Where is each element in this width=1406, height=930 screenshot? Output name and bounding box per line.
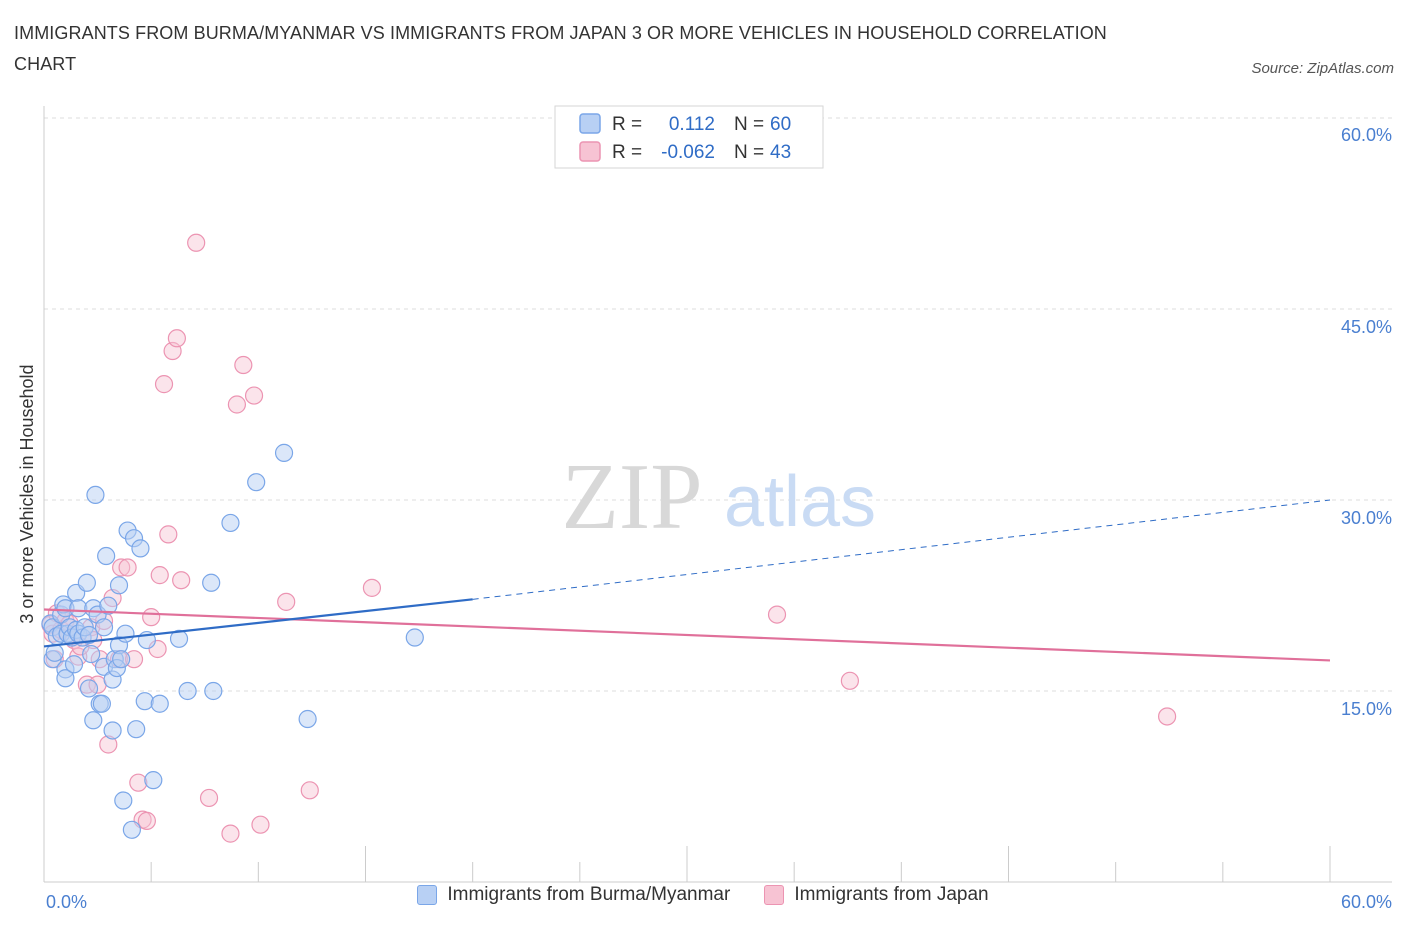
data-point-japan [199, 788, 219, 808]
data-point-japan [154, 375, 174, 394]
stats-r-label: R = [612, 142, 642, 163]
data-point-japan [362, 578, 382, 597]
legend-label-japan: Immigrants from Japan [794, 884, 989, 905]
x-tick-label-max: 60.0% [1341, 892, 1392, 912]
data-point-burma [56, 669, 75, 688]
data-point-burma [221, 513, 240, 533]
data-point-burma [127, 720, 146, 739]
stats-r-value: 0.112 [669, 114, 715, 135]
data-point-burma [64, 655, 84, 674]
data-point-japan [277, 592, 296, 611]
data-point-japan [112, 558, 131, 577]
data-point-burma [79, 679, 99, 698]
legend-label-burma: Immigrants from Burma/Myanmar [447, 884, 731, 905]
data-point-burma [202, 573, 221, 592]
trend-lines [43, 499, 1331, 662]
data-point-japan [150, 566, 169, 585]
legend-swatch-burma [417, 885, 438, 905]
series-burma-points [41, 443, 424, 839]
legend-item-burma[interactable]: Immigrants from Burma/Myanmar [417, 884, 730, 906]
data-point-burma [150, 694, 169, 713]
trend-line-japan [43, 608, 1331, 662]
stats-n-value: 43 [770, 142, 791, 163]
grid-lines [44, 117, 1392, 692]
trend-line-burma [43, 598, 473, 648]
data-point-japan [142, 608, 161, 627]
y-tick-label: 30.0% [1341, 508, 1392, 528]
data-point-burma [92, 694, 111, 713]
data-point-japan [840, 671, 859, 690]
y-tick-label: 45.0% [1341, 317, 1392, 337]
data-point-burma [116, 624, 135, 643]
data-point-burma [79, 625, 99, 645]
data-point-burma [274, 443, 294, 462]
data-point-japan [167, 329, 186, 348]
data-point-burma [298, 709, 317, 729]
watermark-atlas: atlas [724, 462, 876, 542]
data-point-burma [405, 628, 424, 647]
x-axis-ticks [150, 846, 1331, 882]
stats-n-label: N = [734, 114, 764, 135]
data-point-burma [84, 711, 103, 730]
data-point-japan [767, 605, 787, 624]
data-point-burma [169, 629, 189, 648]
stats-swatch-japan [579, 141, 601, 162]
legend-swatch-japan [764, 885, 785, 905]
data-point-japan [137, 811, 156, 830]
x-tick-label-min: 0.0% [46, 892, 87, 912]
data-point-japan [187, 233, 206, 252]
y-axis-label: 3 or more Vehicles in Household [17, 364, 37, 623]
data-point-japan [1158, 707, 1177, 726]
stats-swatch-burma [579, 113, 601, 134]
data-point-burma [99, 596, 118, 615]
data-point-burma [82, 644, 101, 664]
y-tick-label: 15.0% [1341, 699, 1392, 719]
data-point-burma [114, 791, 133, 810]
stats-r-label: R = [612, 114, 642, 135]
data-point-burma [94, 618, 114, 637]
stats-n-label: N = [734, 142, 764, 163]
watermark-zip: ZIP [562, 445, 703, 549]
data-point-burma [112, 650, 131, 669]
stats-r-value: -0.062 [661, 142, 715, 163]
data-point-japan [118, 558, 137, 577]
data-point-burma [178, 681, 197, 701]
data-point-burma [131, 539, 150, 558]
data-point-japan [251, 815, 270, 834]
data-point-burma [204, 681, 223, 701]
source-credit: Source: ZipAtlas.com [1251, 60, 1394, 77]
chart-title: IMMIGRANTS FROM BURMA/MYANMAR VS IMMIGRA… [14, 23, 1107, 74]
data-point-burma [97, 546, 116, 566]
chart-legend: Immigrants from Burma/Myanmar Immigrants… [0, 884, 1406, 906]
data-point-japan [221, 824, 240, 843]
data-point-japan [234, 355, 253, 375]
data-point-burma [144, 771, 163, 790]
stats-n-value: 60 [770, 114, 791, 135]
data-point-japan [129, 773, 148, 792]
data-point-japan [300, 781, 319, 800]
legend-item-japan[interactable]: Immigrants from Japan [764, 884, 989, 906]
data-point-burma [77, 573, 96, 592]
data-point-japan [159, 525, 178, 544]
stats-box: R = 0.112 N = 60 R = -0.062 N = 43 [554, 105, 824, 169]
trend-line-burma-extension [472, 499, 1331, 600]
data-point-burma [86, 485, 105, 505]
data-point-japan [227, 395, 246, 414]
data-point-burma [122, 820, 141, 839]
data-point-burma [135, 692, 154, 711]
data-point-burma [247, 473, 266, 492]
data-point-japan [244, 386, 264, 405]
data-point-burma [103, 721, 122, 740]
y-tick-label: 60.0% [1341, 125, 1392, 145]
data-point-burma [109, 576, 129, 595]
data-point-japan [172, 571, 191, 590]
